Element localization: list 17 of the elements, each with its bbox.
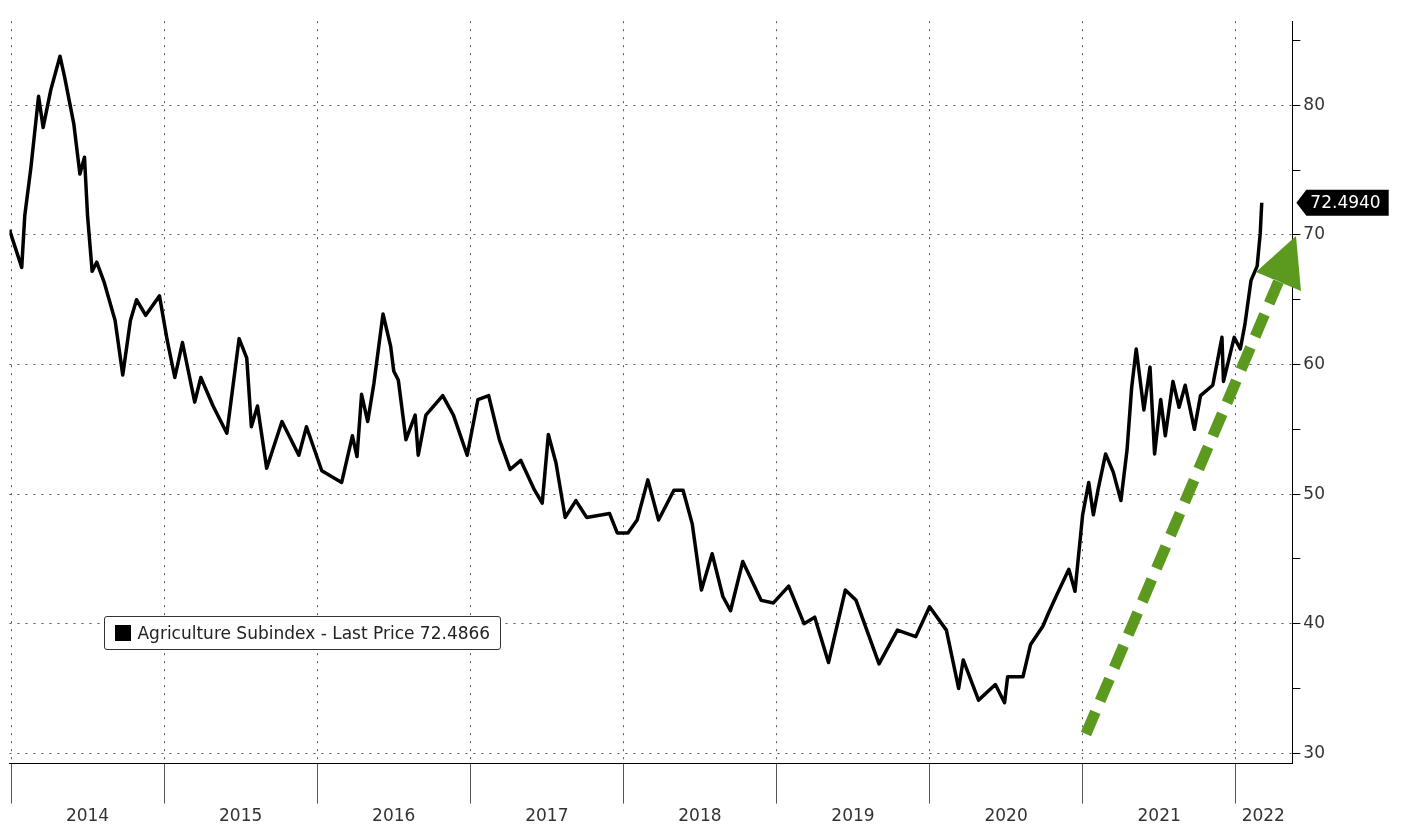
x-tick-label: 2019 — [831, 805, 875, 826]
x-tick-label: 2016 — [372, 805, 416, 826]
x-tick-label: 2017 — [525, 805, 569, 826]
y-tick-label: 80 — [1303, 93, 1326, 114]
x-tick-label: 2015 — [219, 805, 263, 826]
y-tick-label: 50 — [1303, 482, 1326, 503]
x-tick-label: 2022 — [1241, 805, 1285, 826]
x-tick-label: 2020 — [984, 805, 1028, 826]
x-tick-label: 2021 — [1137, 805, 1181, 826]
y-tick-label: 70 — [1303, 223, 1326, 244]
x-tick-label: 2014 — [65, 805, 110, 826]
x-tick-label: 2018 — [678, 805, 722, 826]
y-tick-label: 60 — [1303, 352, 1326, 373]
text: 72.4940 — [1310, 192, 1381, 213]
legend-label: Agriculture Subindex - Last Price 72.4866 — [137, 622, 491, 643]
y-tick-label: 40 — [1303, 612, 1326, 633]
y-tick-label: 30 — [1303, 741, 1326, 762]
